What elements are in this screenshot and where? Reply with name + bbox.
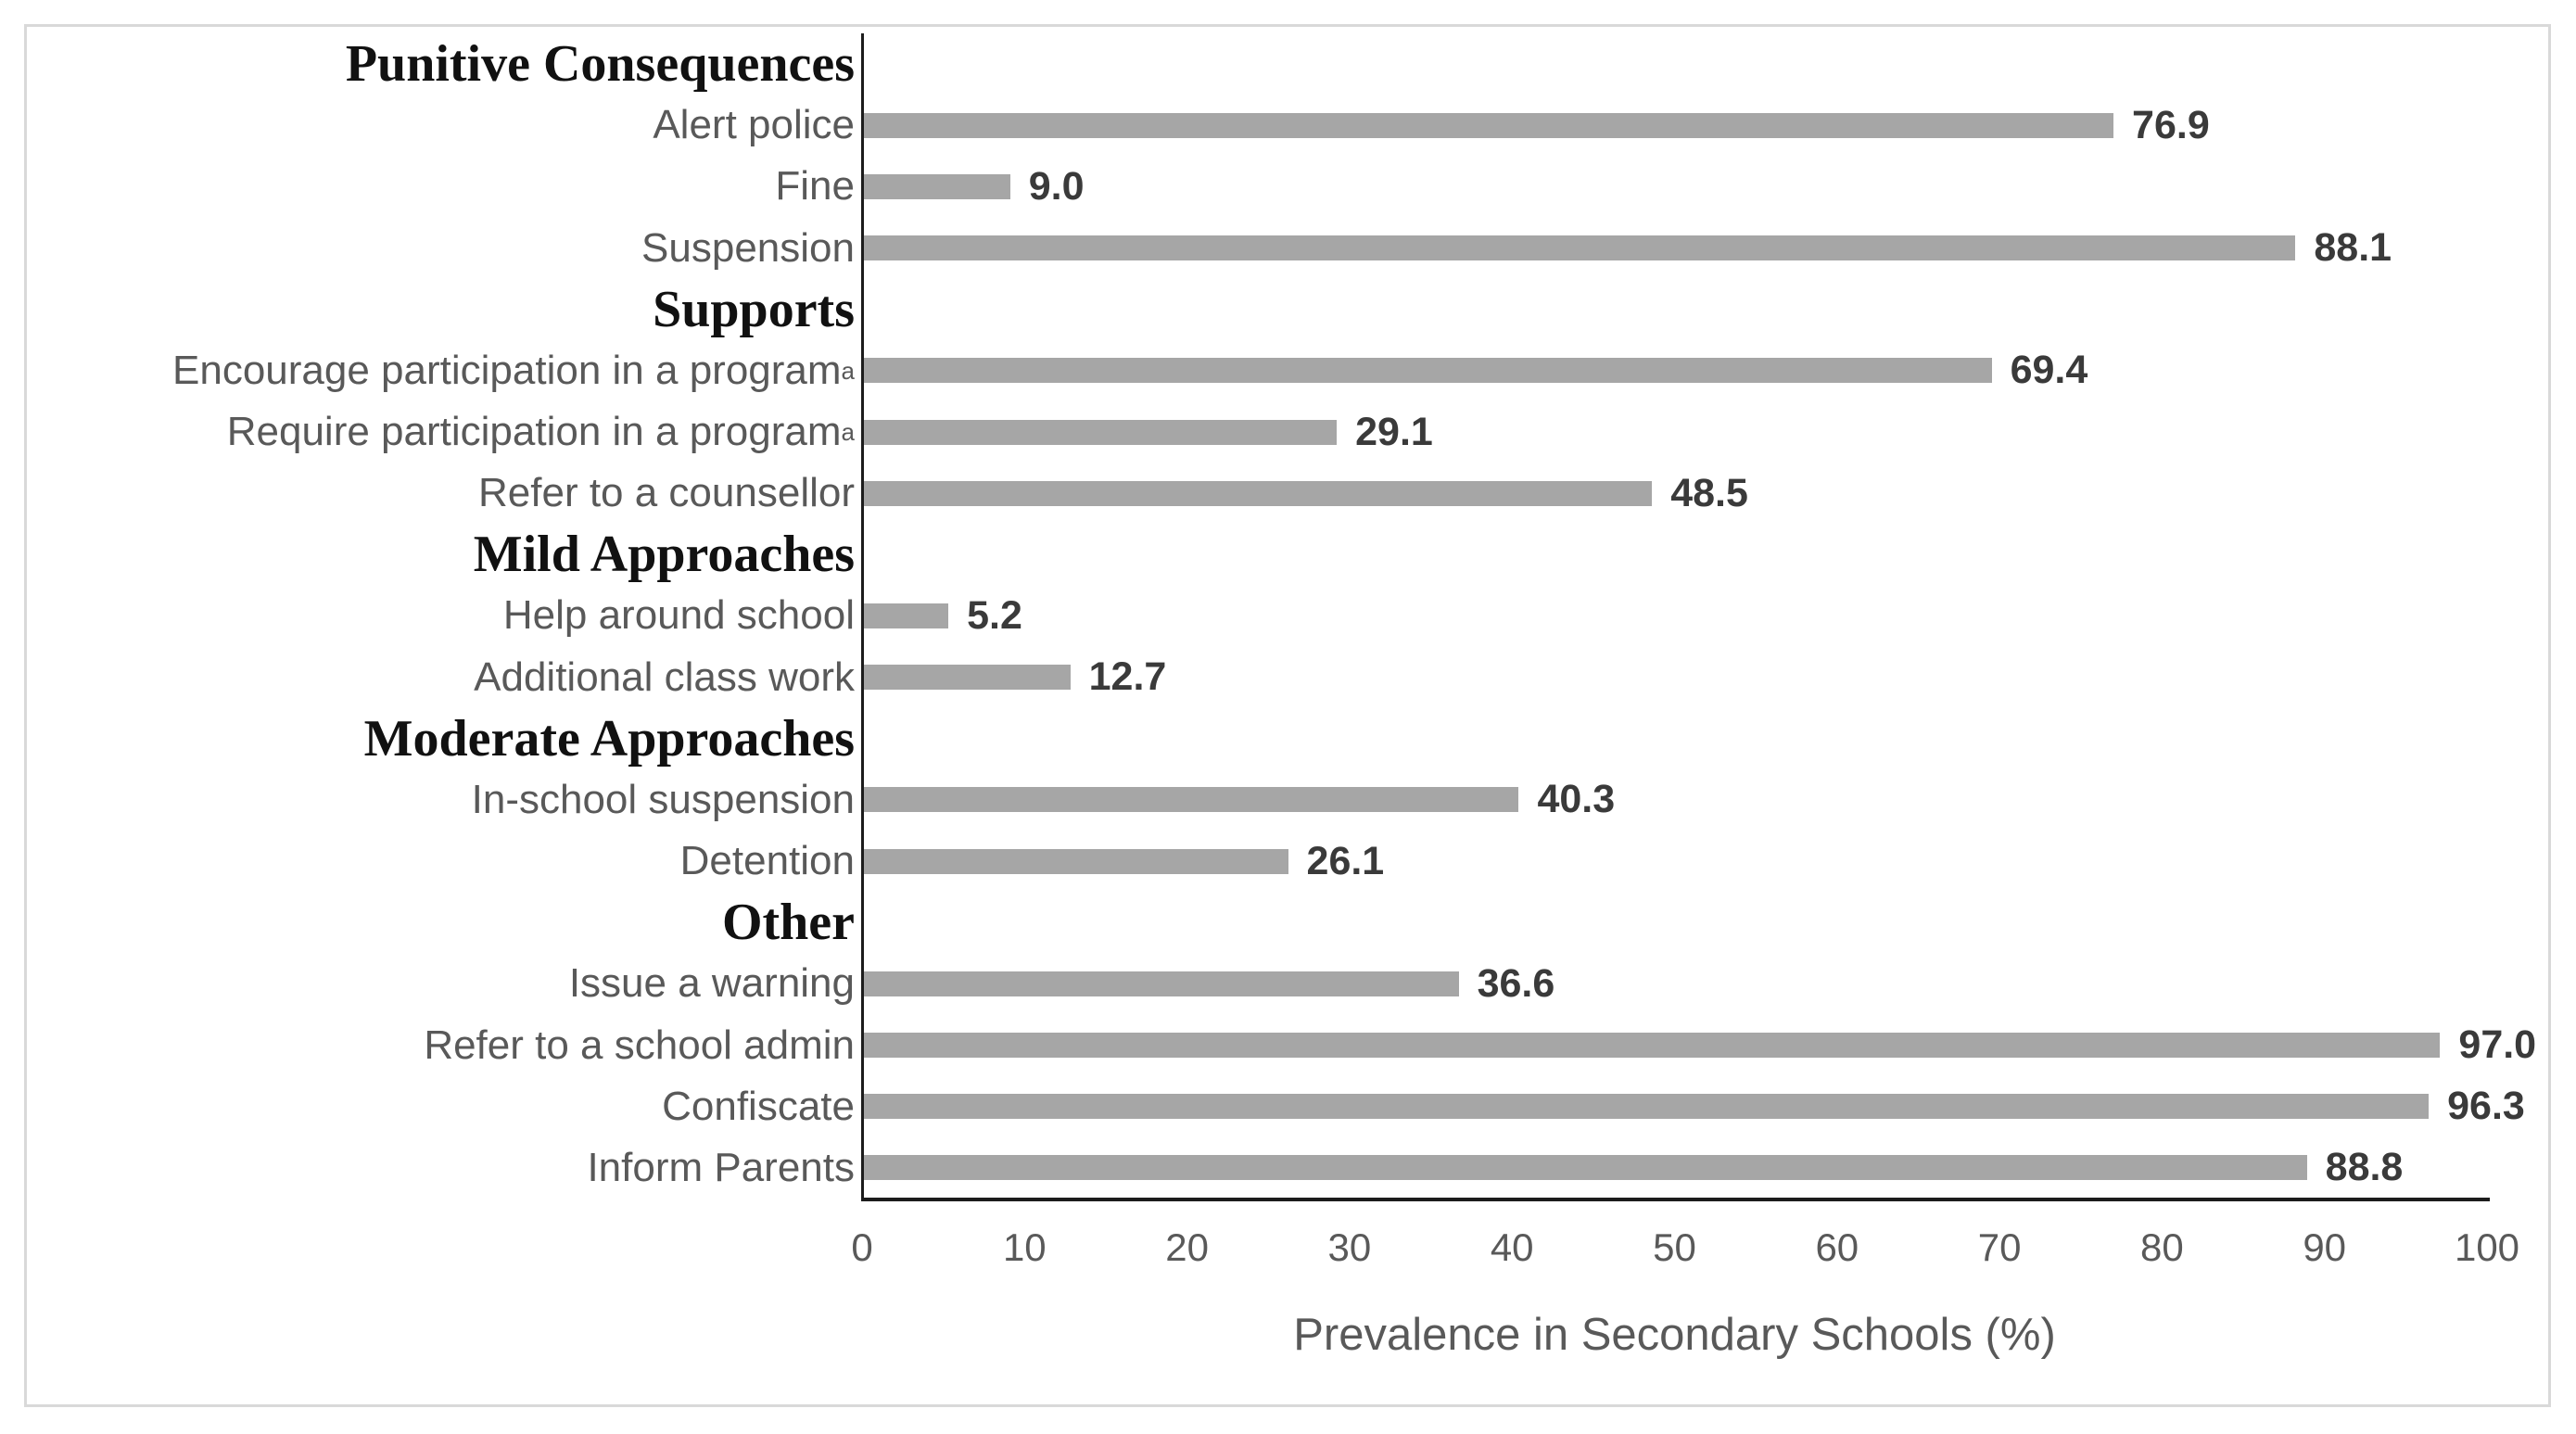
x-tick-label: 60 [1815, 1225, 1859, 1269]
x-tick-label: 50 [1653, 1225, 1696, 1269]
bar [864, 112, 2114, 138]
category-label: Issue a warning [568, 960, 855, 1007]
category-label: Alert police [653, 102, 855, 148]
value-label: 26.1 [1306, 838, 1385, 883]
category-label: Encourage participation in a program a [172, 347, 855, 393]
group-header: Mild Approaches [473, 526, 855, 584]
value-label: 76.9 [2132, 102, 2210, 147]
category-label: Detention [679, 838, 855, 884]
category-label: Suspension [641, 224, 855, 271]
value-label: 96.3 [2447, 1084, 2525, 1129]
category-label: Confiscate [662, 1083, 855, 1129]
bar [864, 419, 1338, 445]
x-axis-line [861, 1198, 2490, 1201]
group-header: Punitive Consequences [345, 35, 855, 94]
bar [864, 173, 1010, 199]
category-label: Refer to a counsellor [478, 470, 855, 516]
x-tick-label: 30 [1327, 1225, 1372, 1269]
value-label: 5.2 [967, 592, 1022, 638]
value-label: 69.4 [2010, 348, 2088, 393]
bar [864, 1033, 2441, 1059]
bar [864, 603, 949, 628]
x-tick-label: 100 [2454, 1225, 2520, 1269]
bar [864, 1155, 2307, 1181]
group-header: Supports [653, 280, 855, 338]
group-header: Moderate Approaches [363, 709, 855, 768]
value-label: 48.5 [1670, 470, 1748, 515]
bar [864, 1094, 2430, 1120]
bar [864, 480, 1653, 506]
group-header: Other [721, 894, 855, 952]
category-label: Require participation in a program a [226, 409, 855, 455]
value-label: 9.0 [1028, 163, 1085, 209]
value-label: 36.6 [1477, 960, 1555, 1006]
x-tick-label: 20 [1165, 1225, 1209, 1269]
x-tick-label: 70 [1977, 1225, 2022, 1269]
x-tick-label: 80 [2140, 1225, 2184, 1269]
bar [864, 358, 1992, 384]
bar [864, 787, 1519, 813]
x-tick-label: 0 [851, 1225, 873, 1269]
value-label: 40.3 [1537, 777, 1616, 822]
value-label: 88.1 [2314, 225, 2392, 271]
bar [864, 971, 1459, 996]
category-label: Inform Parents [587, 1144, 855, 1190]
x-tick-label: 10 [1002, 1225, 1047, 1269]
bar [864, 848, 1288, 874]
x-axis-title: Prevalence in Secondary Schools (%) [1293, 1310, 2056, 1360]
category-label: Fine [775, 163, 855, 209]
value-label: 97.0 [2458, 1022, 2537, 1068]
bar [864, 235, 2296, 261]
category-label: Help around school [502, 592, 855, 639]
value-label: 12.7 [1088, 654, 1167, 700]
value-label: 29.1 [1355, 409, 1433, 454]
x-tick-label: 90 [2303, 1225, 2347, 1269]
bar [864, 665, 1071, 691]
category-label: In-school suspension [471, 776, 855, 822]
category-label: Additional class work [474, 654, 855, 700]
value-label: 88.8 [2325, 1145, 2404, 1190]
x-tick-label: 40 [1490, 1225, 1534, 1269]
category-label: Refer to a school admin [424, 1022, 855, 1068]
y-axis-line [861, 33, 864, 1201]
